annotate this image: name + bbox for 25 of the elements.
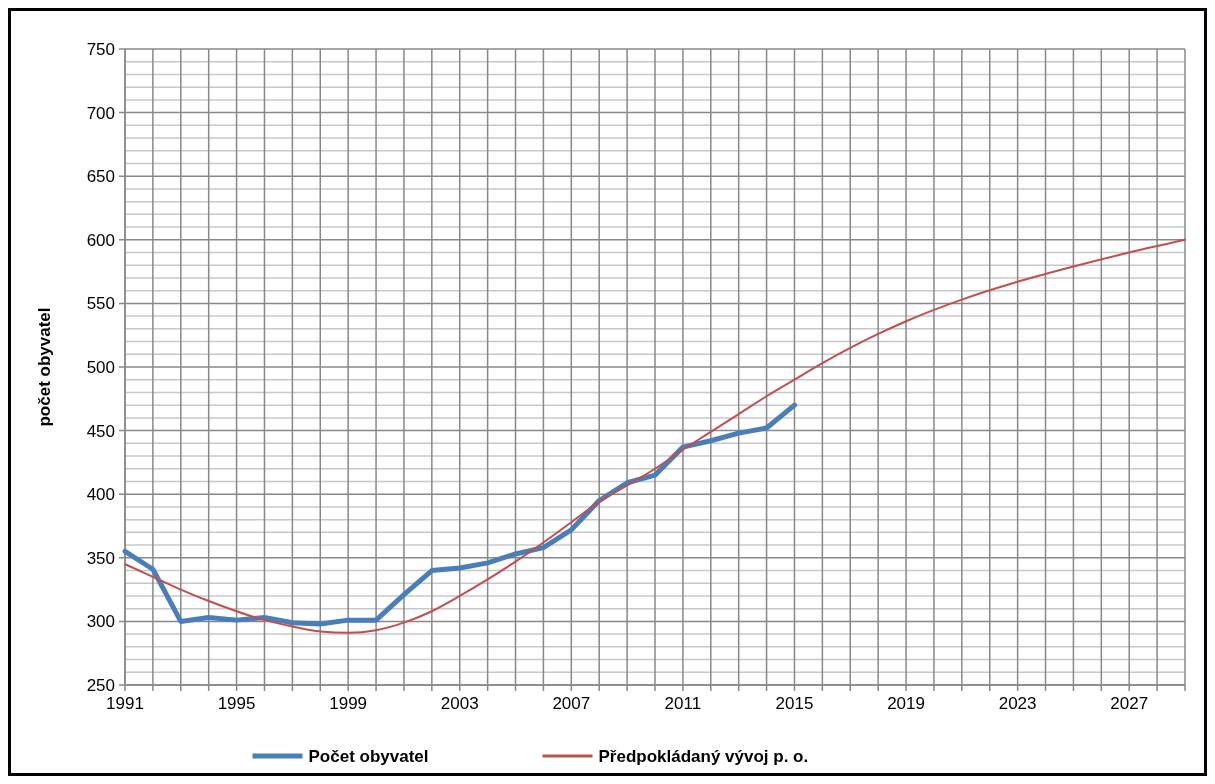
x-tick-label: 2015 <box>775 694 814 713</box>
x-tick-label: 2023 <box>998 694 1037 713</box>
legend-label: Předpokládaný vývoj p. o. <box>598 746 809 766</box>
line-series <box>124 238 1186 634</box>
x-tick-label: 1991 <box>106 694 144 713</box>
x-tick-label: 1995 <box>217 694 256 713</box>
x-tick-label: 2019 <box>887 694 925 713</box>
y-tick-label: 350 <box>86 548 115 568</box>
legend-label: Počet obyvatel <box>308 746 429 766</box>
x-tick-label: 2003 <box>440 694 479 713</box>
y-tick-label: 600 <box>86 230 115 250</box>
y-tick-label: 700 <box>86 103 115 123</box>
x-tick-label: 1999 <box>329 694 368 713</box>
y-tick-label: 650 <box>86 167 115 187</box>
x-tick-label: 2027 <box>1110 694 1149 713</box>
y-tick-label: 250 <box>86 675 115 695</box>
x-tick-label: 2007 <box>552 694 591 713</box>
y-tick-label: 750 <box>86 39 115 59</box>
y-tick-label: 550 <box>86 294 115 314</box>
y-axis-title: počet obyvatel <box>35 307 54 427</box>
y-tick-label: 500 <box>86 357 115 377</box>
y-tick-label: 400 <box>86 485 115 505</box>
y-tick-label: 300 <box>86 612 115 632</box>
x-tick-label: 2011 <box>664 694 702 713</box>
y-tick-label: 450 <box>86 421 115 441</box>
